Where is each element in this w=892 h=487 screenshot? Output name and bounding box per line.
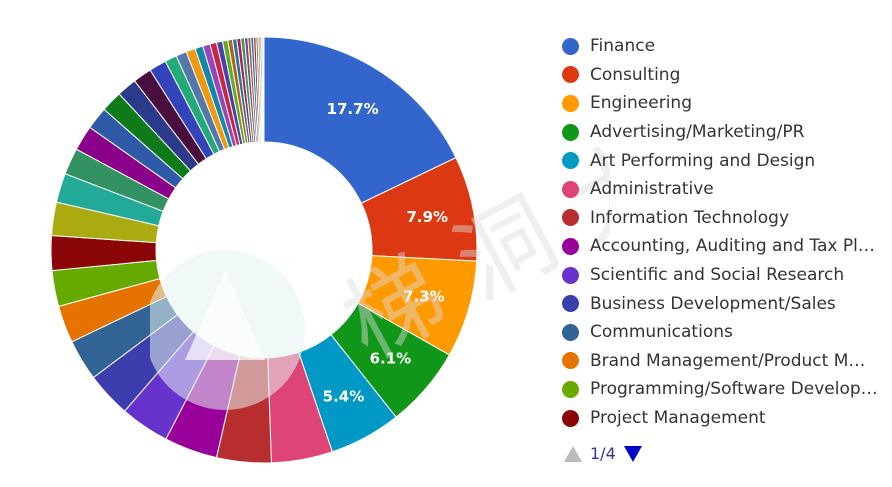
legend-label: Finance	[590, 36, 656, 57]
legend-swatch-icon	[562, 266, 579, 284]
slice-data-label-0: 17.7%	[327, 100, 379, 118]
legend-swatch-icon	[562, 152, 579, 170]
legend-label: Communications	[590, 322, 733, 343]
legend-item[interactable]: Accounting, Auditing and Tax Pl…	[562, 232, 892, 261]
legend-swatch-icon	[562, 380, 579, 398]
legend-label: Art Performing and Design	[590, 150, 816, 171]
legend-item[interactable]: Engineering	[562, 89, 892, 118]
legend-swatch-icon	[562, 323, 579, 341]
legend-swatch-icon	[562, 94, 579, 112]
legend-label: Advertising/Marketing/PR	[590, 122, 805, 143]
legend-label: Administrative	[590, 179, 714, 200]
legend-next-arrow-icon[interactable]	[623, 445, 642, 462]
donut-plot: 17.7% 7.9% 7.3% 6.1% 5.4%	[50, 36, 478, 464]
legend-swatch-icon	[562, 66, 579, 84]
legend-label: Programming/Software Develop…	[590, 379, 878, 400]
legend-item[interactable]: Art Performing and Design	[562, 146, 892, 175]
legend-swatch-icon	[562, 237, 579, 255]
pie-slice-0[interactable]	[263, 36, 457, 204]
legend-label: Brand Management/Product M…	[590, 350, 866, 371]
legend-swatch-icon	[562, 352, 579, 370]
legend-item[interactable]: Project Management	[562, 404, 892, 433]
legend-item[interactable]: Business Development/Sales	[562, 289, 892, 318]
legend-swatch-icon	[562, 409, 579, 427]
slice-data-label-2: 7.3%	[403, 288, 445, 306]
legend-item[interactable]: Information Technology	[562, 204, 892, 233]
legend-label: Project Management	[590, 408, 766, 429]
legend-label: Engineering	[590, 93, 692, 114]
legend-item[interactable]: Programming/Software Develop…	[562, 375, 892, 404]
legend-item[interactable]: Brand Management/Product M…	[562, 347, 892, 376]
legend-label: Business Development/Sales	[590, 293, 836, 314]
legend-item[interactable]: Communications	[562, 318, 892, 347]
legend-label: Scientific and Social Research	[590, 265, 845, 286]
legend-prev-arrow-icon[interactable]	[564, 445, 582, 462]
legend: Finance Consulting Engineering Advertising/…	[562, 32, 892, 432]
legend-item[interactable]: Administrative	[562, 175, 892, 204]
legend-swatch-icon	[562, 209, 579, 227]
legend-label: Information Technology	[590, 207, 790, 228]
legend-swatch-icon	[562, 295, 579, 313]
slice-data-label-1: 7.9%	[406, 208, 448, 226]
legend-pager: 1/4	[564, 444, 642, 463]
legend-item[interactable]: Consulting	[562, 61, 892, 90]
legend-item[interactable]: Finance	[562, 32, 892, 61]
legend-swatch-icon	[562, 37, 579, 55]
legend-label: Consulting	[590, 64, 681, 85]
slice-data-label-3: 6.1%	[370, 349, 412, 367]
legend-item[interactable]: Advertising/Marketing/PR	[562, 118, 892, 147]
legend-swatch-icon	[562, 123, 579, 141]
pie-slice-43[interactable]	[262, 36, 265, 143]
legend-label: Accounting, Auditing and Tax Pl…	[590, 236, 875, 257]
slice-data-label-4: 5.4%	[323, 387, 365, 405]
legend-page-indicator: 1/4	[590, 444, 616, 463]
legend-swatch-icon	[562, 180, 579, 198]
legend-item[interactable]: Scientific and Social Research	[562, 261, 892, 290]
